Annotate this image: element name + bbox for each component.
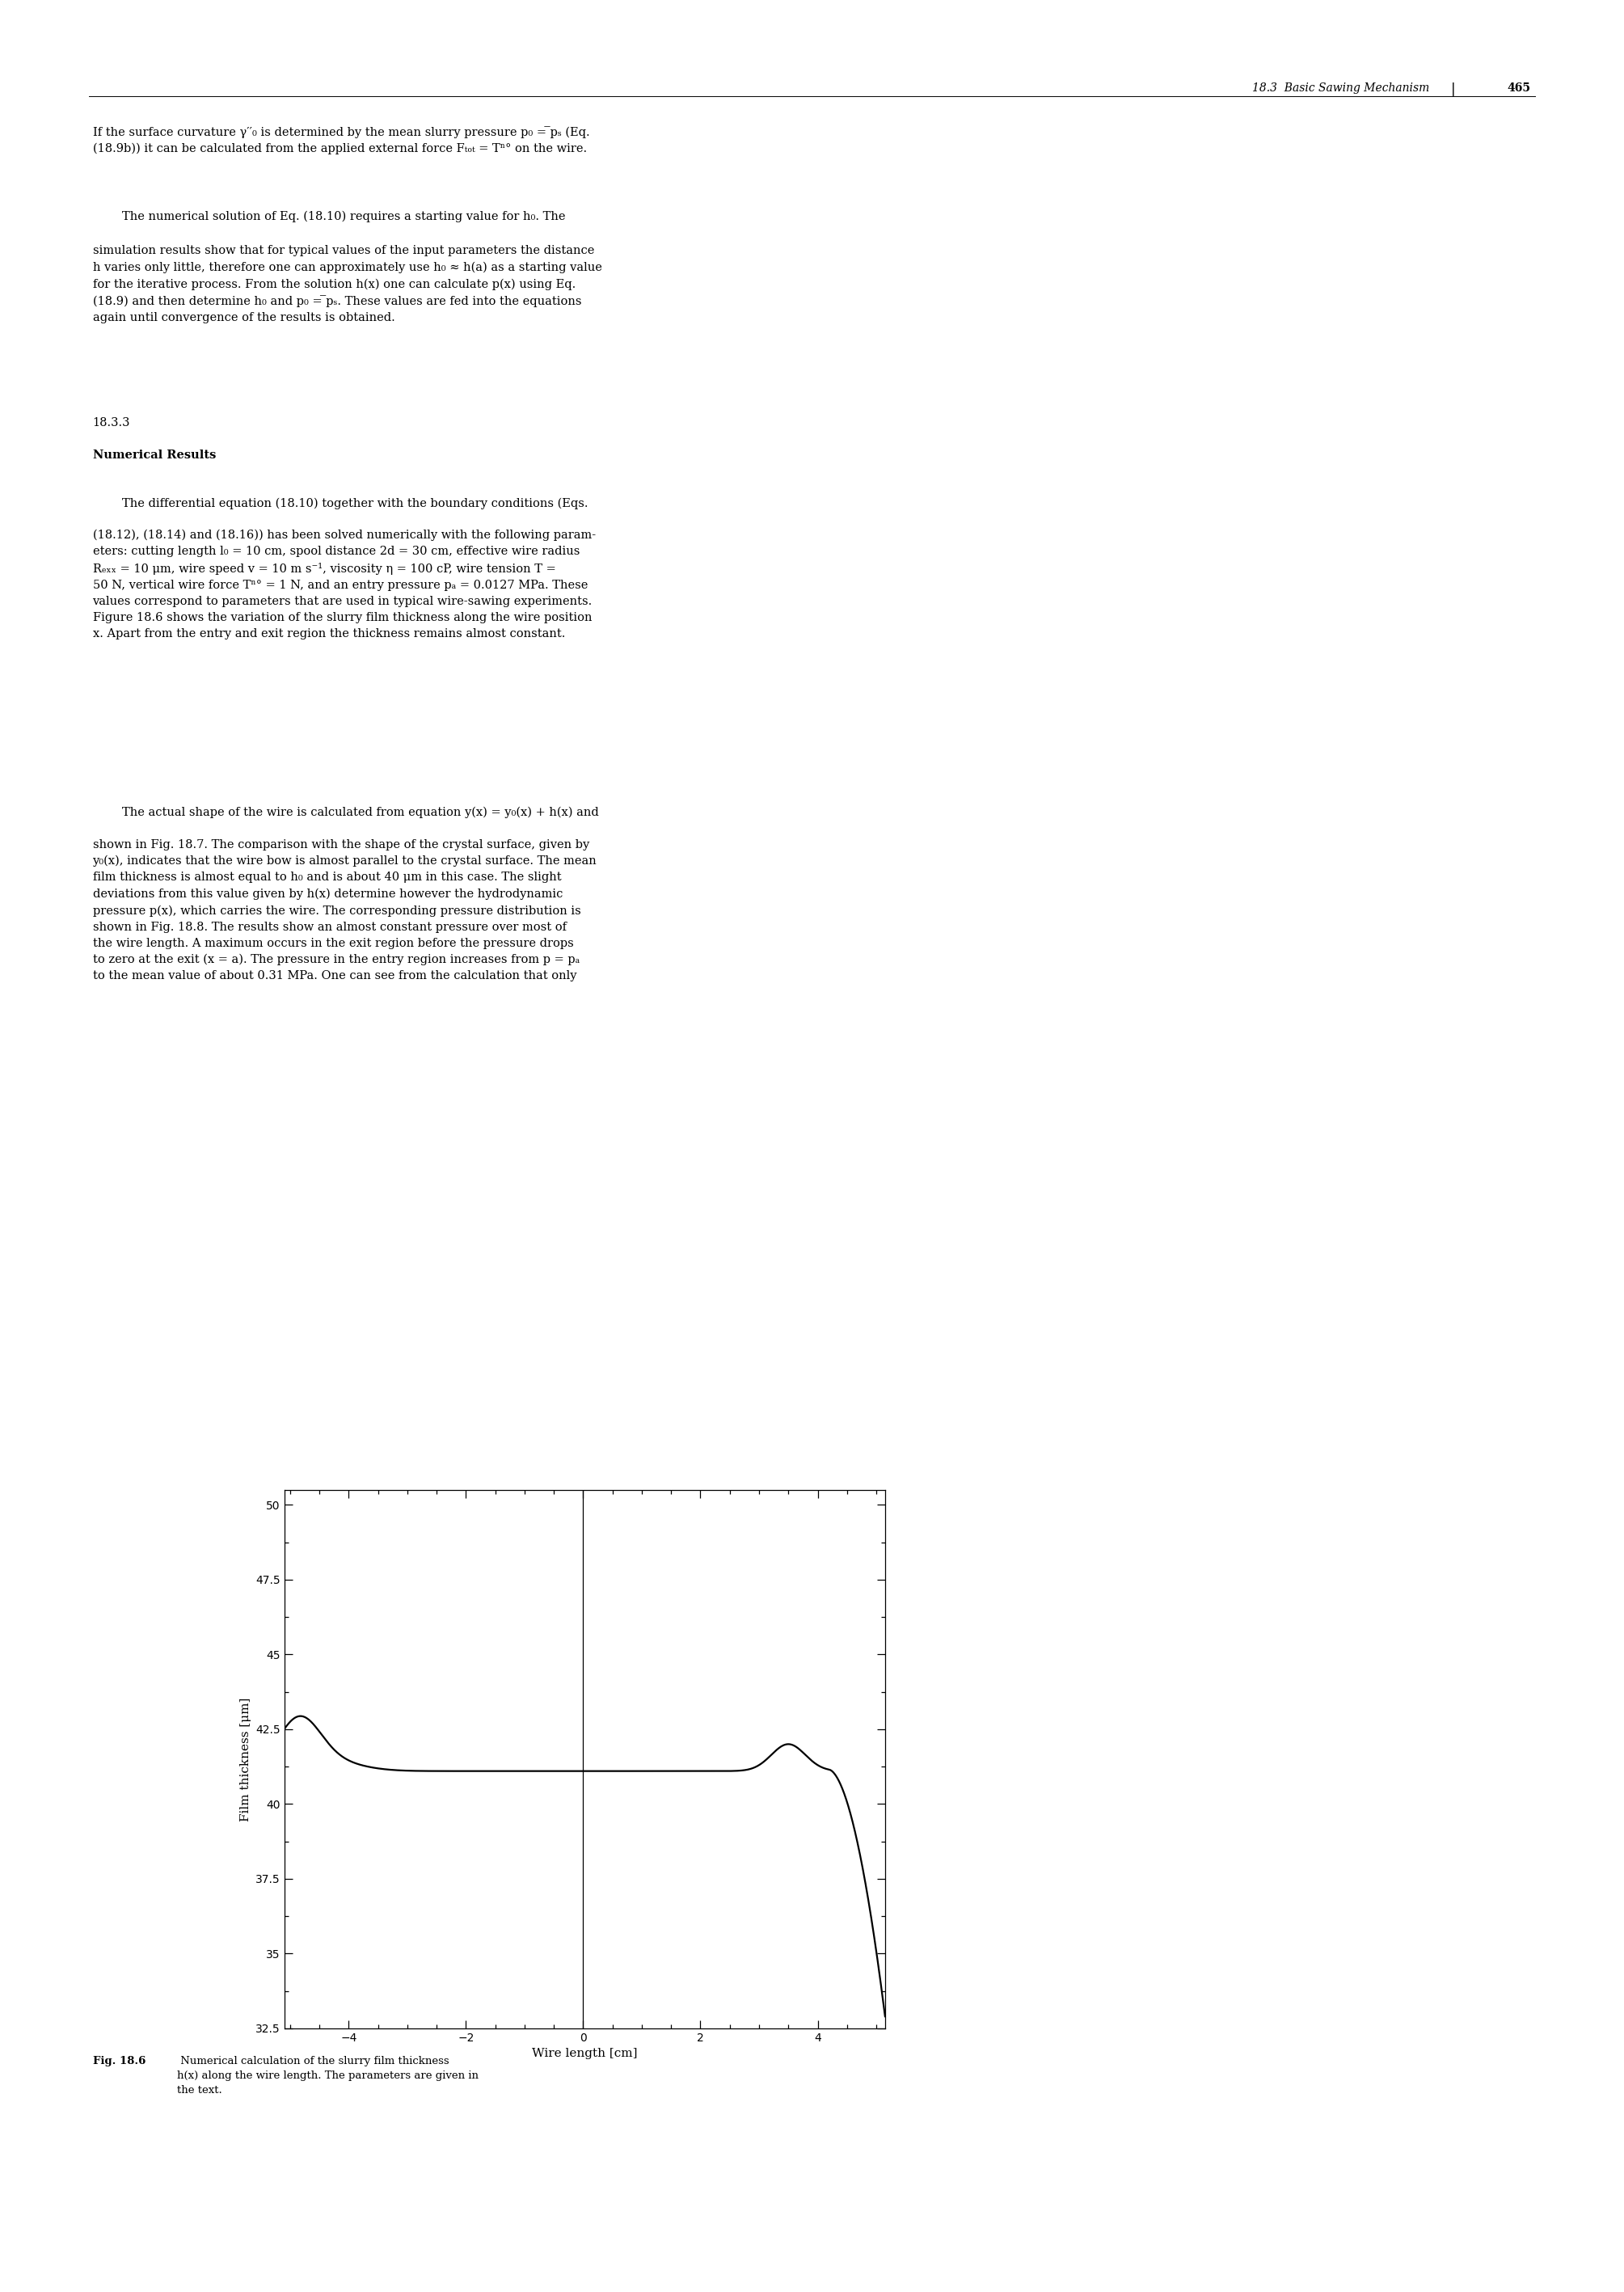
Text: Numerical Results: Numerical Results [93,449,216,461]
X-axis label: Wire length [cm]: Wire length [cm] [533,2049,637,2061]
Text: |: | [1452,83,1455,96]
Text: simulation results show that for typical values of the input parameters the dist: simulation results show that for typical… [93,245,603,323]
Text: The actual shape of the wire is calculated from equation y(x) = y₀(x) + h(x) and: The actual shape of the wire is calculat… [122,807,599,818]
Text: 465: 465 [1507,83,1530,94]
Text: Fig. 18.6: Fig. 18.6 [93,2056,146,2067]
Text: Numerical calculation of the slurry film thickness
h(x) along the wire length. T: Numerical calculation of the slurry film… [177,2056,479,2095]
Text: The numerical solution of Eq. (18.10) requires a starting value for h₀. The: The numerical solution of Eq. (18.10) re… [122,211,565,222]
Text: 18.3.3: 18.3.3 [93,417,130,429]
Text: (18.12), (18.14) and (18.16)) has been solved numerically with the following par: (18.12), (18.14) and (18.16)) has been s… [93,529,596,639]
Y-axis label: Film thickness [μm]: Film thickness [μm] [240,1696,252,1822]
Text: The differential equation (18.10) together with the boundary conditions (Eqs.: The differential equation (18.10) togeth… [122,497,588,509]
Text: 18.3  Basic Sawing Mechanism: 18.3 Basic Sawing Mechanism [1252,83,1429,94]
Text: If the surface curvature γ′′₀ is determined by the mean slurry pressure p₀ = ̅pₛ: If the surface curvature γ′′₀ is determi… [93,126,590,156]
Text: shown in Fig. 18.7. The comparison with the shape of the crystal surface, given : shown in Fig. 18.7. The comparison with … [93,839,596,981]
